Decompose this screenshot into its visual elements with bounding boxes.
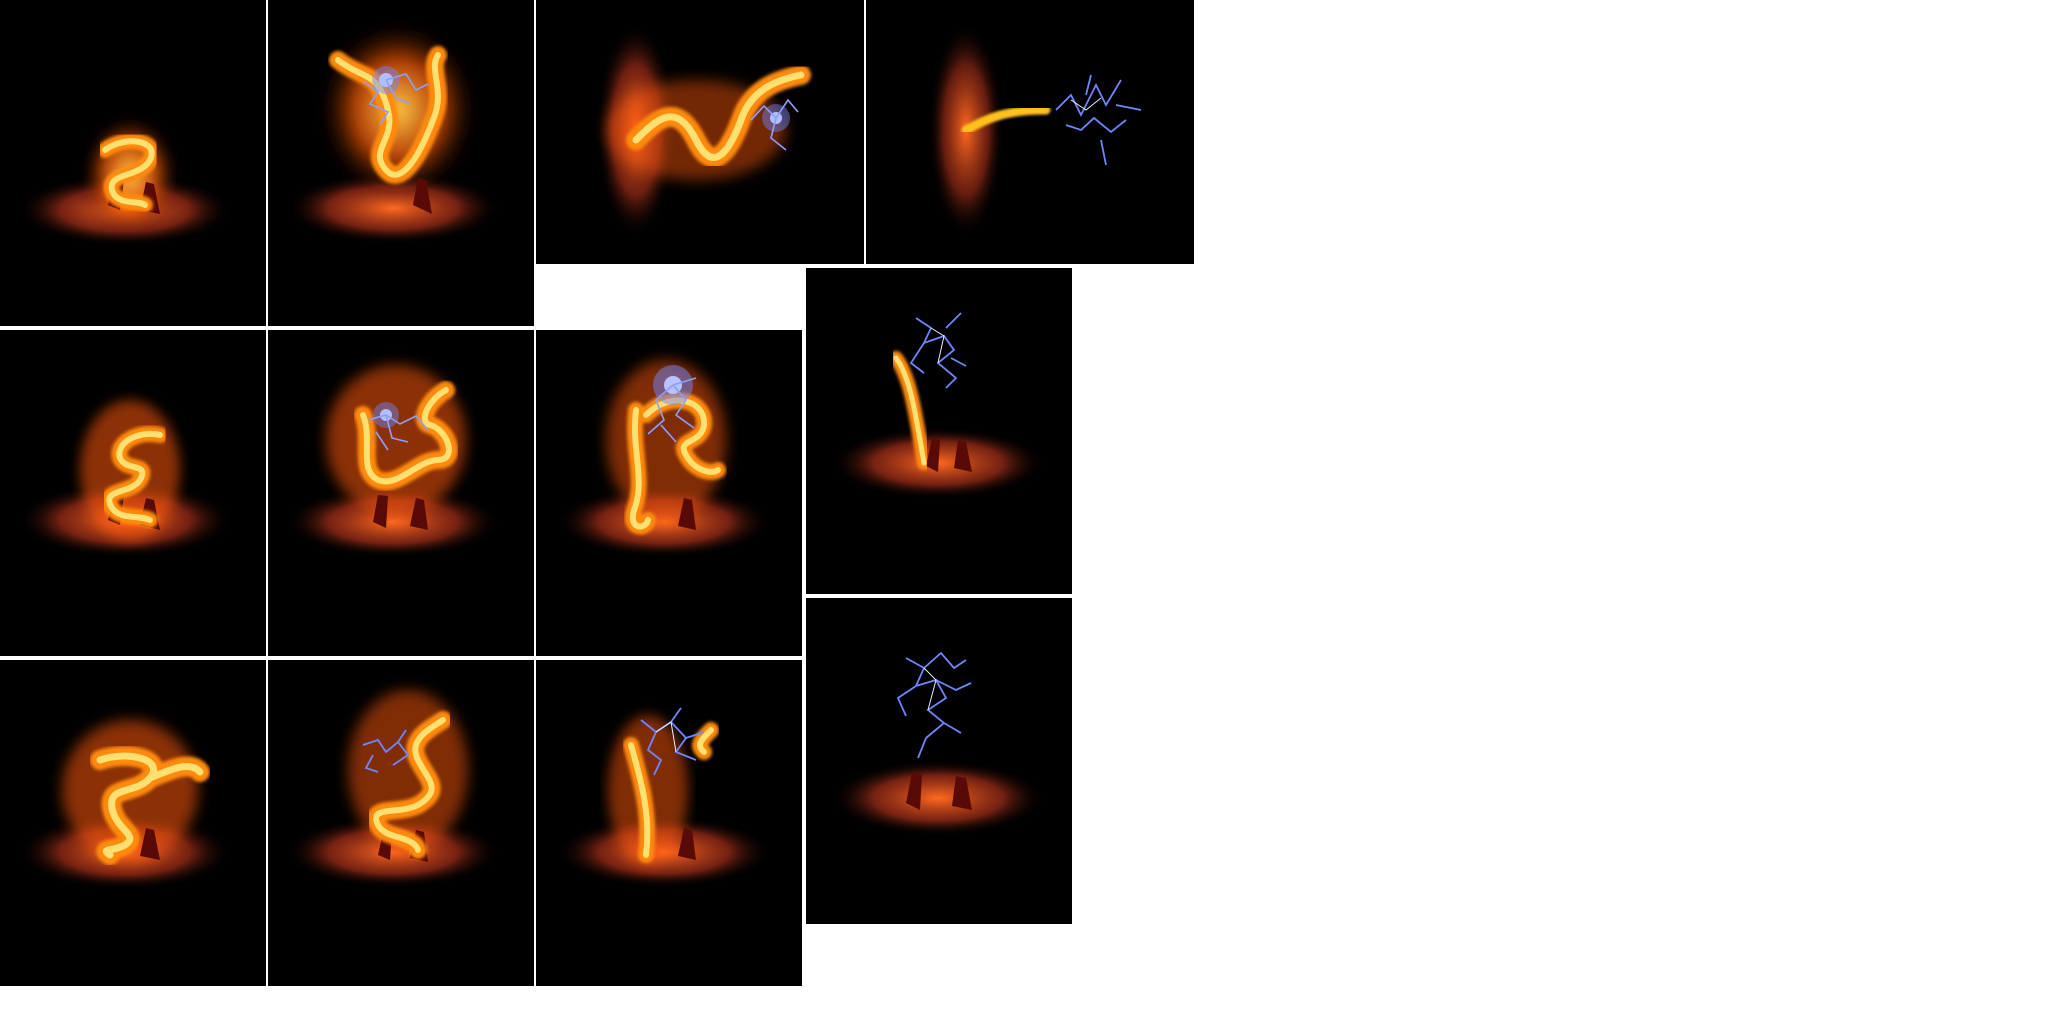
fire-serpent-idle-sprite	[17, 720, 233, 890]
sprite-frame-7	[536, 330, 802, 656]
sprite-frame-4	[866, 0, 1194, 264]
fire-serpent-rise-sprite	[830, 312, 1046, 499]
fire-serpent-idle-sprite	[17, 400, 233, 558]
fire-serpent-attack-sprite	[556, 707, 772, 888]
sprite-frame-9	[0, 660, 266, 986]
sprite-frame-2	[268, 0, 534, 326]
sprite-frame-6	[268, 330, 534, 656]
fire-serpent-attack-sprite	[285, 690, 501, 888]
sprite-frame-1	[0, 0, 266, 326]
sprite-frame-10	[268, 660, 534, 986]
fire-serpent-idle-sprite	[17, 115, 233, 246]
fire-serpent-attack-sprite	[556, 360, 772, 558]
fire-serpent-dissipate-sprite	[830, 651, 1046, 836]
sprite-frame-12	[806, 598, 1072, 924]
sprite-frame-5	[0, 330, 266, 656]
fire-serpent-vanish-sprite	[928, 22, 1142, 238]
sprite-frame-3	[536, 0, 864, 264]
fire-serpent-attack-sprite	[285, 365, 501, 558]
sprite-frame-11	[536, 660, 802, 986]
fire-serpent-attack-sprite	[285, 20, 501, 244]
fire-serpent-dash-sprite	[596, 22, 811, 238]
sprite-frame-8	[806, 268, 1072, 594]
